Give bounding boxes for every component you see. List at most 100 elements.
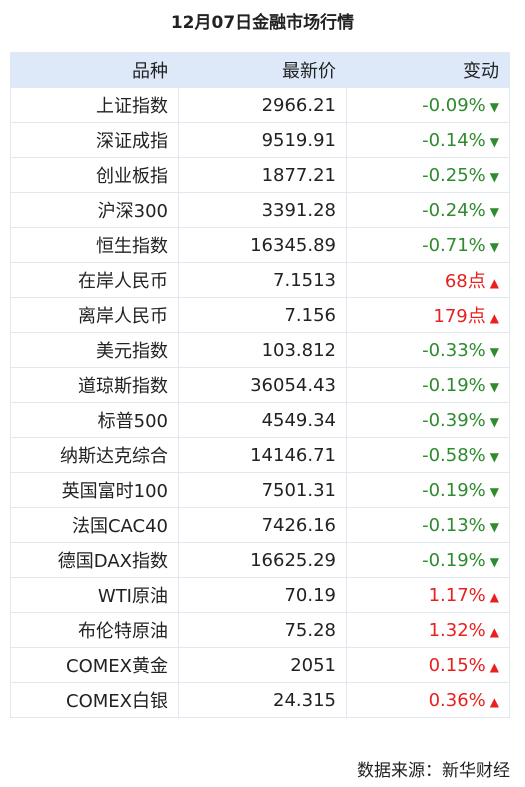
price-cell: 16625.29 [178,542,347,578]
change-cell: -0.19% ▼ [346,367,510,403]
trend-arrow: ▼ [489,554,499,569]
trend-arrow: ▲ [489,694,499,709]
change-value: -0.19% [422,374,486,396]
change-cell: -0.25% ▼ [346,157,510,193]
price-cell: 24.315 [178,682,347,718]
name-cell: 纳斯达克综合 [10,437,179,473]
trend-arrow: ▼ [489,379,499,394]
trend-arrow: ▲ [489,624,499,639]
trend-arrow: ▼ [489,344,499,359]
row: 创业板指 1877.21 -0.25% ▼ [10,157,510,193]
change-value: 0.36% [428,689,486,711]
row: 道琼斯指数 36054.43 -0.19% ▼ [10,367,510,403]
change-value: -0.24% [422,199,486,221]
name-cell: 在岸人民币 [10,262,179,298]
trend-arrow: ▼ [489,484,499,499]
change-value: -0.25% [422,164,486,186]
change-value: 0.15% [428,654,486,676]
change-cell: -0.09% ▼ [346,87,510,123]
name-cell: 恒生指数 [10,227,179,263]
name-cell: 创业板指 [10,157,179,193]
change-value: -0.33% [422,339,486,361]
trend-arrow: ▲ [489,311,499,325]
name-cell: 英国富时100 [10,472,179,508]
name-cell: 布伦特原油 [10,612,179,648]
change-value: 1.17% [428,584,486,606]
trend-arrow: ▲ [489,659,499,674]
change-cell: 68点 ▲ [346,262,510,298]
price-cell: 3391.28 [178,192,347,228]
column-header: 变动 [346,52,510,88]
change-cell: 1.17% ▲ [346,577,510,613]
price-cell: 7501.31 [178,472,347,508]
price-cell: 2966.21 [178,87,347,123]
row: 英国富时100 7501.31 -0.19% ▼ [10,472,510,508]
title: 12月07日金融市场行情 [170,13,355,33]
change-value: -0.19% [422,479,486,501]
name-cell: 上证指数 [10,87,179,123]
change-cell: -0.33% ▼ [346,332,510,368]
change-cell: -0.13% ▼ [346,507,510,543]
trend-arrow: ▼ [489,204,499,219]
row: 上证指数 2966.21 -0.09% ▼ [10,87,510,123]
price-cell: 9519.91 [178,122,347,158]
price-cell: 7.1513 [178,262,347,298]
row: 在岸人民币 7.1513 68点 ▲ [10,262,510,298]
price-cell: 7426.16 [178,507,347,543]
change-cell: 179点 ▲ [346,297,510,333]
change-cell: -0.39% ▼ [346,402,510,438]
change-value: -0.58% [422,444,486,466]
row: 深证成指 9519.91 -0.14% ▼ [10,122,510,158]
row: 离岸人民币 7.156 179点 ▲ [10,297,510,333]
price-cell: 70.19 [178,577,347,613]
table-body: 上证指数 2966.21 -0.09% ▼ 深证成指 9519.91 -0.14% ▼ 创业板指… [10,87,510,718]
row: 美元指数 103.812 -0.33% ▼ [10,332,510,368]
change-value: -0.39% [422,409,486,431]
change-value: -0.19% [422,549,486,571]
row: WTI原油 70.19 1.17% ▲ [10,577,510,613]
change-cell: -0.19% ▼ [346,472,510,508]
source-note: 数据来源：新华财经 [357,761,510,781]
name-cell: 美元指数 [10,332,179,368]
trend-arrow: ▼ [489,449,499,464]
change-cell: 1.32% ▲ [346,612,510,648]
change-value: 179点 [433,306,486,327]
price-cell: 36054.43 [178,367,347,403]
name-cell: 德国DAX指数 [10,542,179,578]
table-head: 品种 最新价 变动 [10,52,510,88]
trend-arrow: ▲ [489,276,499,290]
price-cell: 2051 [178,647,347,683]
change-value: 1.32% [428,619,486,641]
row: 布伦特原油 75.28 1.32% ▲ [10,612,510,648]
change-value: -0.13% [422,514,486,536]
change-cell: -0.14% ▼ [346,122,510,158]
price-cell: 75.28 [178,612,347,648]
market-table: 品种 最新价 变动 上证指数 2966.21 -0.09% ▼ 深证成指 9519.91-… [10,52,510,718]
change-value: 68点 [444,271,486,292]
change-cell: -0.58% ▼ [346,437,510,473]
header-row: 品种 最新价 变动 [10,52,510,88]
change-value: -0.14% [422,129,486,151]
row: 沪深300 3391.28 -0.24% ▼ [10,192,510,228]
change-cell: -0.19% ▼ [346,542,510,578]
price-cell: 1877.21 [178,157,347,193]
price-cell: 14146.71 [178,437,347,473]
row: COMEX白银 24.315 0.36% ▲ [10,682,510,718]
name-cell: 沪深300 [10,192,179,228]
name-cell: 深证成指 [10,122,179,158]
row: 标普500 4549.34 -0.39% ▼ [10,402,510,438]
row: 法国CAC40 7426.16 -0.13% ▼ [10,507,510,543]
trend-arrow: ▼ [489,99,499,114]
trend-arrow: ▼ [489,169,499,184]
name-cell: 离岸人民币 [10,297,179,333]
name-cell: 法国CAC40 [10,507,179,543]
row: 恒生指数 16345.89 -0.71% ▼ [10,227,510,263]
trend-arrow: ▼ [489,239,499,254]
price-cell: 103.812 [178,332,347,368]
price-cell: 4549.34 [178,402,347,438]
row: 德国DAX指数 16625.29 -0.19% ▼ [10,542,510,578]
name-cell: COMEX黄金 [10,647,179,683]
change-cell: 0.15% ▲ [346,647,510,683]
price-cell: 7.156 [178,297,347,333]
